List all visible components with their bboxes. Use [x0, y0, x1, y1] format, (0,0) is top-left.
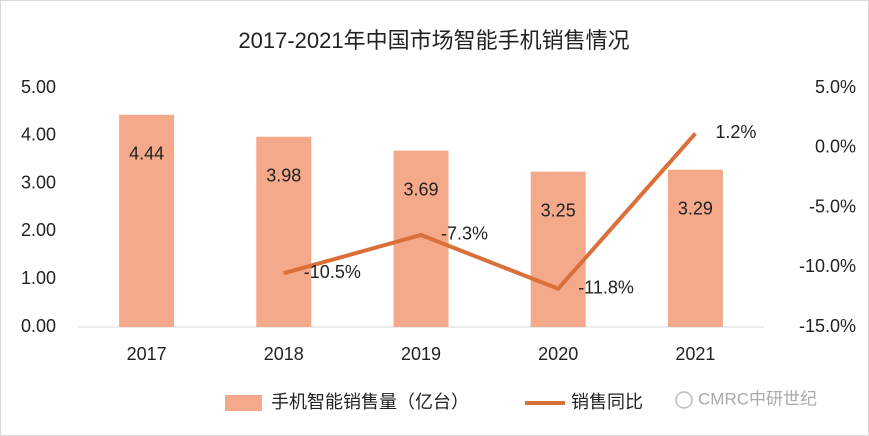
- watermark-icon: [675, 391, 693, 409]
- y-tick-label: 5.00: [21, 77, 56, 97]
- y-tick-label: 3.00: [21, 172, 56, 192]
- line-value-label: 1.2%: [715, 122, 756, 142]
- x-tick-label: 2019: [401, 344, 441, 364]
- bar: [667, 169, 723, 327]
- x-tick-label: 2020: [538, 344, 578, 364]
- legend-label: 销售同比: [571, 392, 643, 412]
- y-tick-label: 1.00: [21, 268, 56, 288]
- bar-value-label: 3.25: [541, 200, 576, 220]
- watermark: CMRC中研世纪: [698, 389, 817, 408]
- bar-value-label: 3.98: [266, 166, 301, 186]
- y-tick-label: 2.00: [21, 220, 56, 240]
- bar-value-label: 4.44: [129, 144, 164, 164]
- y2-tick-label: -5.0%: [809, 196, 856, 216]
- y2-tick-label: 5.0%: [815, 77, 856, 97]
- y2-tick-label: -10.0%: [799, 256, 856, 276]
- line-value-label: -11.8%: [578, 278, 634, 298]
- x-tick-label: 2018: [264, 344, 304, 364]
- y2-tick-label: 0.0%: [815, 137, 856, 157]
- bar: [256, 136, 312, 327]
- legend-label: 手机智能销售量（亿台）: [271, 392, 469, 412]
- bar: [530, 171, 586, 327]
- line-value-label: -10.5%: [304, 262, 361, 282]
- x-tick-label: 2021: [675, 344, 715, 364]
- line: [283, 132, 697, 292]
- y2-tick-label: -15.0%: [799, 316, 856, 336]
- bar-value-label: 3.29: [678, 198, 713, 218]
- bar-value-label: 3.69: [403, 179, 438, 199]
- legend-swatch: [225, 395, 262, 411]
- chart-title: 2017-2021年中国市场智能手机销售情况: [238, 28, 629, 53]
- bar: [119, 114, 175, 327]
- y-tick-label: 4.00: [21, 125, 56, 145]
- y-tick-label: 0.00: [21, 316, 56, 336]
- x-tick-label: 2017: [127, 344, 167, 364]
- line-value-label: -7.3%: [441, 224, 488, 244]
